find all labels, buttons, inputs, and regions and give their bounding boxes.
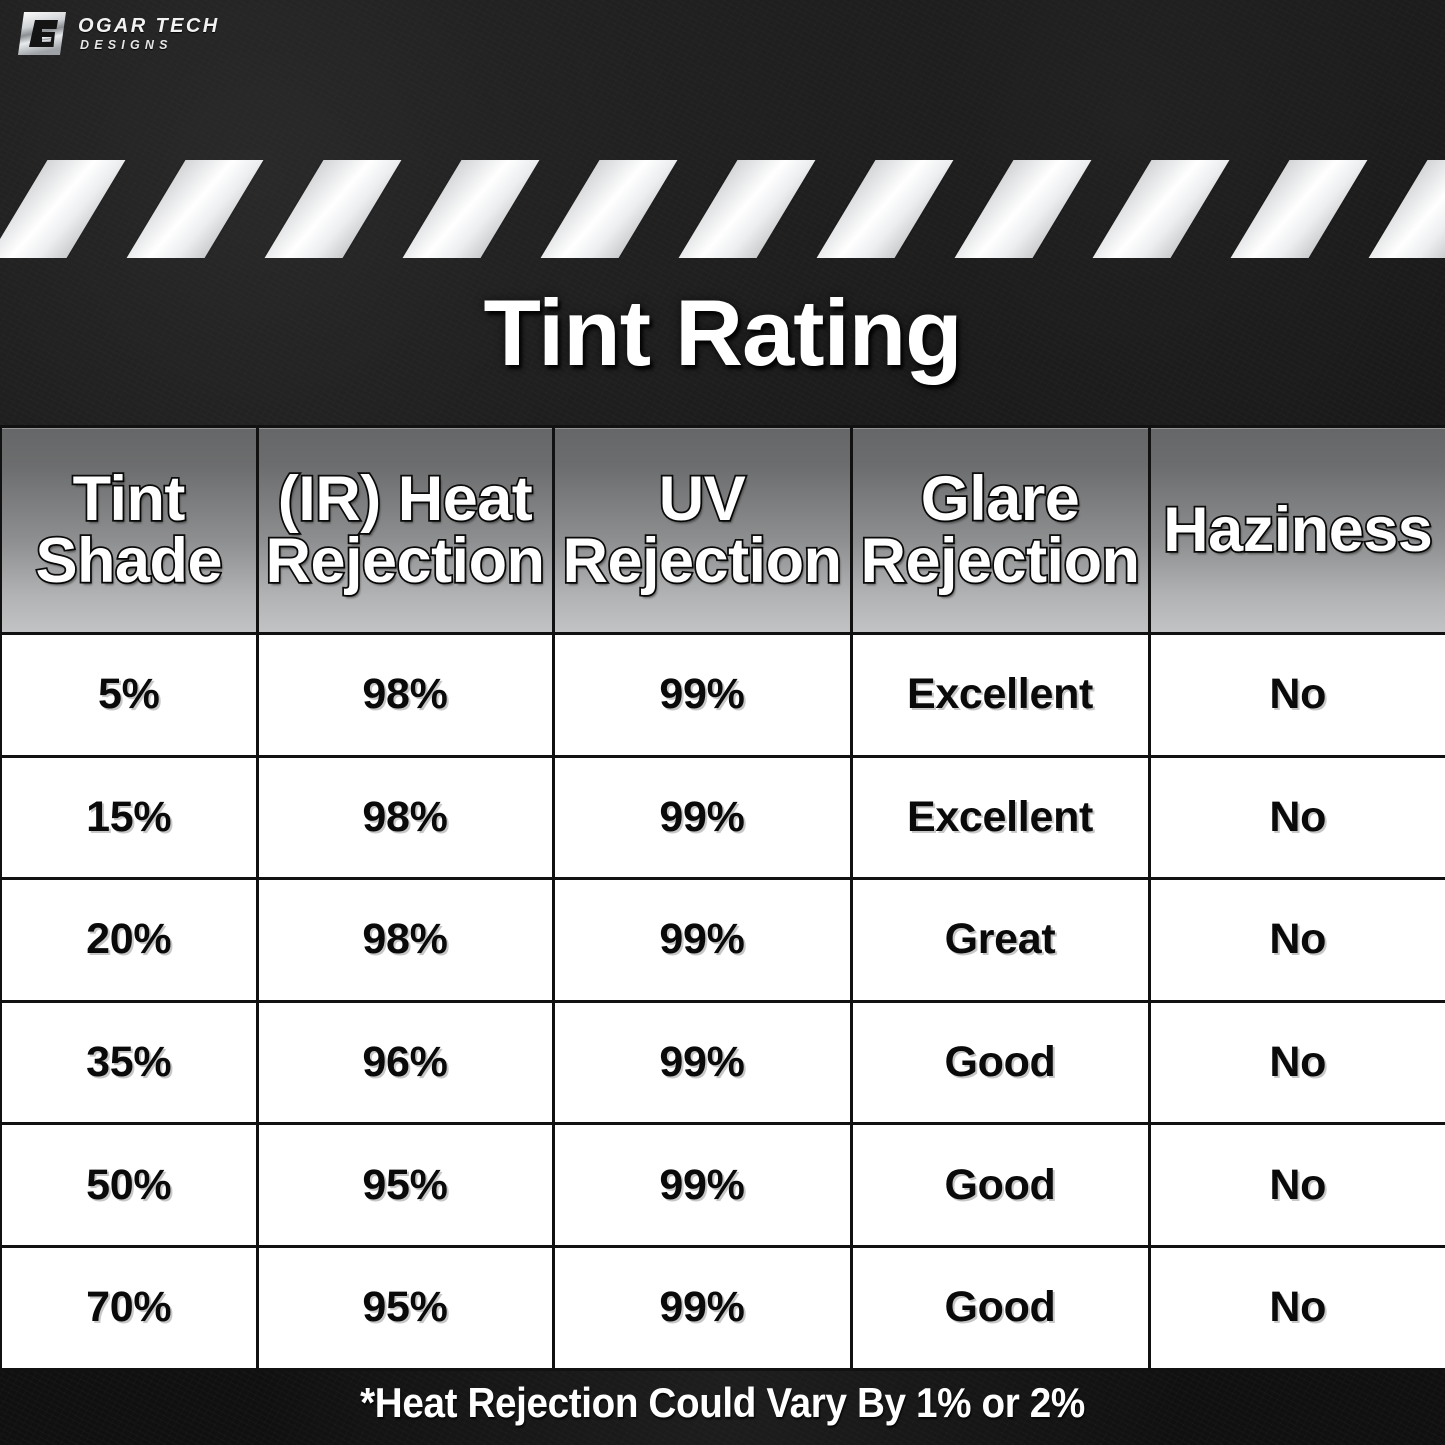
cell-haziness: No bbox=[1147, 632, 1445, 758]
cell-haziness: No bbox=[1147, 754, 1445, 881]
header-line: UV bbox=[657, 463, 748, 534]
cell-uv-rejection: 99% bbox=[551, 877, 853, 1003]
header-line: (IR) Heat bbox=[276, 463, 535, 534]
cell-tint-shade: 35% bbox=[0, 999, 259, 1126]
table-row: 20% 98% 99% Great No bbox=[0, 877, 1445, 1003]
cell-heat-rejection: 98% bbox=[255, 632, 555, 758]
table-body: 5% 98% 99% Excellent No 15% 98% 99% Exce… bbox=[0, 632, 1445, 1371]
table-header-row: Tint Shade (IR) Heat Rejection UV Reject… bbox=[0, 425, 1445, 635]
header-line: Haziness bbox=[1161, 494, 1434, 565]
cell-heat-rejection: 96% bbox=[255, 999, 555, 1126]
cell-heat-rejection: 95% bbox=[255, 1122, 555, 1248]
cell-tint-shade: 5% bbox=[0, 632, 259, 758]
stripe bbox=[954, 160, 1092, 258]
cell-heat-rejection: 95% bbox=[255, 1244, 555, 1371]
brand-logo: OGAR TECH DESIGNS bbox=[14, 11, 220, 55]
table-row: 35% 96% 99% Good No bbox=[0, 999, 1445, 1126]
cell-haziness: No bbox=[1147, 999, 1445, 1126]
stripe bbox=[816, 160, 954, 258]
column-header-haziness: Haziness bbox=[1147, 425, 1445, 635]
table-row: 50% 95% 99% Good No bbox=[0, 1122, 1445, 1248]
cell-tint-shade: 50% bbox=[0, 1122, 259, 1248]
stripe bbox=[264, 160, 402, 258]
cell-uv-rejection: 99% bbox=[551, 999, 853, 1126]
header-line: Rejection bbox=[264, 526, 547, 596]
table-header: Tint Shade (IR) Heat Rejection UV Reject… bbox=[0, 425, 1445, 635]
column-header-tint-shade: Tint Shade bbox=[0, 425, 259, 635]
cell-tint-shade: 20% bbox=[0, 877, 259, 1003]
cell-glare-rejection: Great bbox=[849, 877, 1151, 1003]
cell-uv-rejection: 99% bbox=[551, 1244, 853, 1371]
cell-uv-rejection: 99% bbox=[551, 632, 853, 758]
table-row: 70% 95% 99% Good No bbox=[0, 1244, 1445, 1371]
brand-line-1: OGAR TECH bbox=[78, 15, 220, 38]
header-line: Glare bbox=[919, 463, 1082, 534]
cell-uv-rejection: 99% bbox=[551, 1122, 853, 1248]
stripe bbox=[678, 160, 816, 258]
stripe bbox=[1092, 160, 1230, 258]
cell-tint-shade: 15% bbox=[0, 754, 259, 881]
table-row: 15% 98% 99% Excellent No bbox=[0, 754, 1445, 881]
header-line: Shade bbox=[34, 526, 225, 596]
cell-glare-rejection: Excellent bbox=[849, 632, 1151, 758]
cell-uv-rejection: 99% bbox=[551, 754, 853, 881]
stripe bbox=[402, 160, 540, 258]
brand-wordmark: OGAR TECH DESIGNS bbox=[78, 14, 220, 52]
stripe bbox=[0, 160, 126, 258]
cell-haziness: No bbox=[1147, 877, 1445, 1003]
footnote-disclaimer: *Heat Rejection Could Vary By 1% or 2% bbox=[360, 1379, 1085, 1426]
cell-haziness: No bbox=[1147, 1122, 1445, 1248]
column-header-uv-rejection: UV Rejection bbox=[551, 425, 853, 635]
bogar-b-logo-icon bbox=[14, 11, 70, 55]
cell-haziness: No bbox=[1147, 1244, 1445, 1371]
stripe bbox=[1368, 160, 1445, 258]
column-header-ir-heat-rejection: (IR) Heat Rejection bbox=[255, 425, 555, 635]
diagonal-stripe-band bbox=[0, 160, 1445, 258]
cell-tint-shade: 70% bbox=[0, 1244, 259, 1371]
cell-glare-rejection: Good bbox=[849, 1122, 1151, 1248]
stripe bbox=[126, 160, 264, 258]
tint-rating-table-container: Tint Shade (IR) Heat Rejection UV Reject… bbox=[0, 425, 1445, 1371]
header-line: Rejection bbox=[859, 526, 1142, 596]
table-row: 5% 98% 99% Excellent No bbox=[0, 632, 1445, 758]
cell-heat-rejection: 98% bbox=[255, 877, 555, 1003]
page-title: Tint Rating bbox=[483, 280, 962, 385]
column-header-glare-rejection: Glare Rejection bbox=[849, 425, 1151, 635]
brand-line-2: DESIGNS bbox=[80, 38, 173, 53]
tint-rating-table: Tint Shade (IR) Heat Rejection UV Reject… bbox=[0, 425, 1445, 1371]
header-line: Tint bbox=[71, 463, 187, 534]
stripe bbox=[1230, 160, 1368, 258]
cell-heat-rejection: 98% bbox=[255, 754, 555, 881]
stripe bbox=[540, 160, 678, 258]
cell-glare-rejection: Good bbox=[849, 999, 1151, 1126]
cell-glare-rejection: Excellent bbox=[849, 754, 1151, 881]
header-line: Rejection bbox=[561, 526, 844, 596]
cell-glare-rejection: Good bbox=[849, 1244, 1151, 1371]
